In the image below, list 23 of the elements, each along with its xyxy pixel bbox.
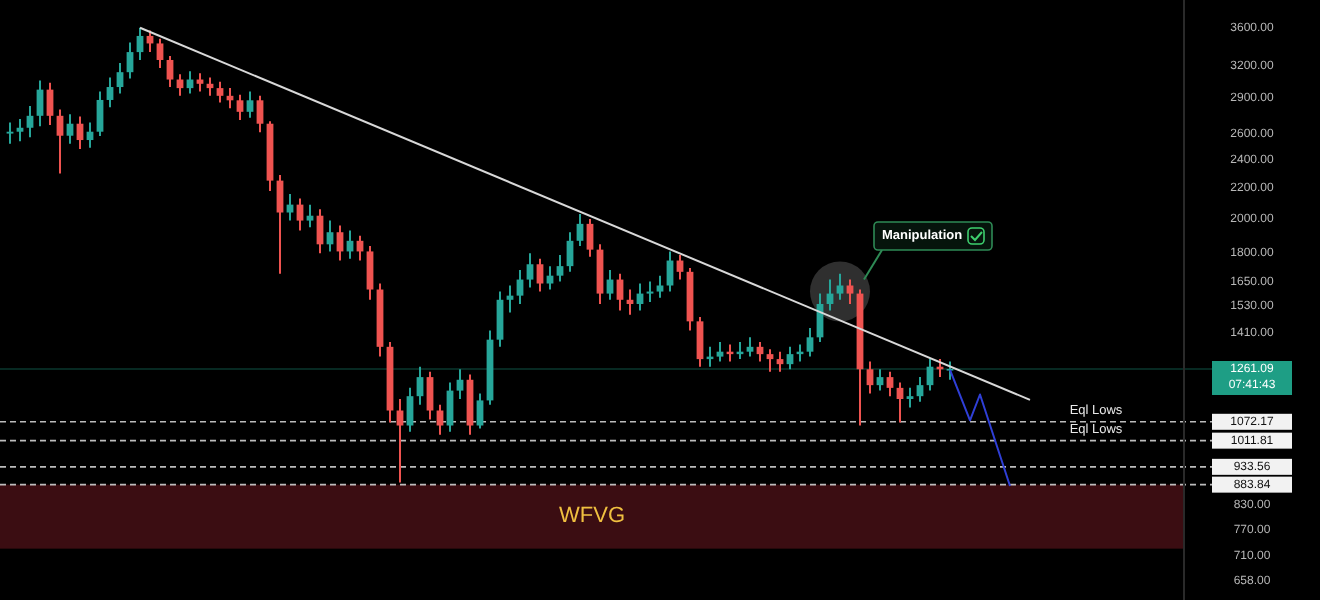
candlestick — [406, 386, 414, 433]
candlestick — [476, 392, 484, 430]
candlestick — [256, 94, 264, 134]
line-series — [949, 368, 1011, 488]
candlestick — [156, 37, 164, 70]
candlestick — [426, 370, 434, 421]
candlestick — [806, 327, 814, 358]
candlestick — [366, 245, 374, 301]
candlestick — [886, 370, 894, 398]
candlestick — [236, 93, 244, 122]
candlestick — [556, 254, 564, 283]
candlestick — [546, 265, 554, 291]
candlestick — [6, 121, 14, 145]
candlestick — [906, 386, 914, 409]
candlestick — [536, 257, 544, 293]
band-label: WFVG — [559, 504, 625, 529]
candlestick — [526, 252, 534, 289]
candlestick — [946, 360, 954, 381]
candlestick — [166, 55, 174, 89]
candlestick — [216, 80, 224, 104]
candlestick — [246, 90, 254, 119]
candlestick — [306, 203, 314, 229]
candlestick — [746, 336, 754, 358]
